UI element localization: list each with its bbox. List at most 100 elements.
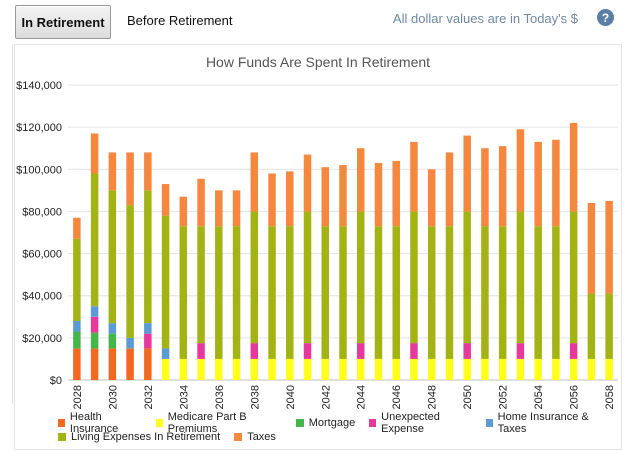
- bar-segment: [90, 332, 99, 349]
- bar-segment: [534, 226, 542, 359]
- left-rail: [0, 44, 13, 404]
- bar-segment: [161, 358, 170, 380]
- bar-segment: [339, 358, 347, 380]
- bar-segment: [410, 343, 418, 359]
- bar-segment: [498, 146, 507, 227]
- bar-segment: [498, 358, 507, 380]
- bar-segment: [303, 154, 312, 212]
- bar-segment: [108, 190, 117, 324]
- bar-segment: [179, 358, 188, 380]
- bar-segment: [268, 358, 276, 380]
- bar-segment: [587, 358, 596, 380]
- bar-segment: [73, 217, 81, 239]
- bar-segment: [463, 343, 471, 359]
- bar-segment: [445, 152, 454, 227]
- bar-segment: [73, 331, 81, 349]
- bar-segment: [463, 135, 471, 212]
- bar-segment: [534, 358, 542, 380]
- bar-segment: [268, 173, 276, 227]
- bar-segment: [481, 226, 489, 359]
- bar-segment: [605, 358, 613, 380]
- x-tick-label: 2048: [427, 385, 439, 409]
- legend-item: Medicare Part B Premiums: [155, 411, 282, 435]
- bar-segment: [215, 358, 223, 380]
- x-tick-label: 2046: [391, 385, 403, 409]
- bar-segment: [232, 226, 241, 359]
- tab-in-retirement[interactable]: In Retirement: [15, 5, 111, 39]
- legend-item: Living Expenses In Retirement: [58, 431, 220, 443]
- bar-segment: [481, 358, 489, 380]
- x-tick-label: 2058: [604, 385, 616, 409]
- bar-segment: [410, 211, 418, 344]
- y-tick-label: $40,000: [22, 291, 62, 303]
- bar-segment: [463, 358, 471, 380]
- bar-segment: [392, 226, 400, 359]
- legend-label: Mortgage: [308, 417, 356, 429]
- legend-item: Taxes: [234, 431, 276, 443]
- bar-segment: [605, 293, 613, 359]
- bar-segment: [516, 343, 525, 359]
- y-tick-label: $100,000: [16, 164, 62, 176]
- bar-segment: [90, 348, 99, 380]
- tab-before-retirement[interactable]: Before Retirement: [127, 13, 233, 28]
- chart-legend: Health Insurance Medicare Part B Premiums…: [58, 411, 618, 444]
- bar-segment: [339, 165, 347, 227]
- bar-segment: [569, 122, 578, 212]
- bar-segment: [161, 184, 170, 216]
- bar-segment: [232, 190, 241, 227]
- y-tick-label: $80,000: [22, 206, 62, 218]
- x-tick-label: 2028: [72, 385, 84, 409]
- bar-segment: [250, 152, 259, 212]
- bar-segment: [552, 139, 560, 227]
- bar-segment: [286, 171, 294, 227]
- bar-segment: [197, 358, 205, 380]
- bar-segment: [90, 133, 99, 174]
- help-icon[interactable]: ?: [597, 9, 614, 26]
- y-tick-label: $120,000: [16, 122, 62, 134]
- bar-segment: [268, 226, 276, 359]
- bar-segment: [516, 358, 525, 380]
- bar-segment: [108, 323, 117, 334]
- y-tick-label: $0: [50, 375, 62, 387]
- x-tick-label: 2042: [320, 385, 332, 409]
- bar-segment: [90, 173, 99, 307]
- bar-segment: [587, 293, 596, 359]
- bar-segment: [516, 211, 525, 344]
- bar-segment: [126, 337, 134, 349]
- bar-segment: [108, 152, 117, 191]
- bar-segment: [250, 211, 259, 344]
- y-tick-label: $60,000: [22, 249, 62, 261]
- bar-segment: [587, 203, 596, 294]
- bar-segment: [356, 358, 365, 380]
- bar-segment: [605, 200, 613, 294]
- bar-segment: [427, 226, 436, 359]
- bar-segment: [516, 129, 525, 212]
- bar-segment: [144, 348, 152, 380]
- bar-segment: [321, 167, 330, 227]
- bar-segment: [427, 169, 436, 227]
- legend-item: Mortgage: [295, 417, 356, 429]
- legend-item: Home Insurance & Taxes: [485, 411, 604, 435]
- legend-label: Health Insurance: [69, 411, 119, 435]
- legend-label: Medicare Part B Premiums: [167, 411, 247, 435]
- legend-label: Taxes: [247, 431, 276, 443]
- bar-segment: [552, 226, 560, 359]
- bar-segment: [356, 148, 365, 212]
- x-tick-label: 2030: [107, 385, 119, 409]
- x-tick-label: 2052: [498, 385, 510, 409]
- x-tick-label: 2040: [285, 385, 297, 409]
- bar-segment: [197, 178, 205, 227]
- bar-segment: [321, 358, 330, 380]
- legend-swatch: [295, 419, 304, 427]
- bar-segment: [144, 323, 152, 334]
- x-tick-label: 2050: [462, 385, 474, 409]
- bar-segment: [321, 226, 330, 359]
- legend-swatch: [369, 419, 377, 427]
- legend-swatch: [58, 419, 65, 427]
- bar-segment: [215, 190, 223, 227]
- bar-segment: [286, 226, 294, 359]
- y-tick-label: $20,000: [22, 333, 62, 345]
- legend-label: Unexpected Expense: [381, 411, 440, 435]
- bar-segment: [374, 162, 383, 227]
- bar-segment: [356, 343, 365, 359]
